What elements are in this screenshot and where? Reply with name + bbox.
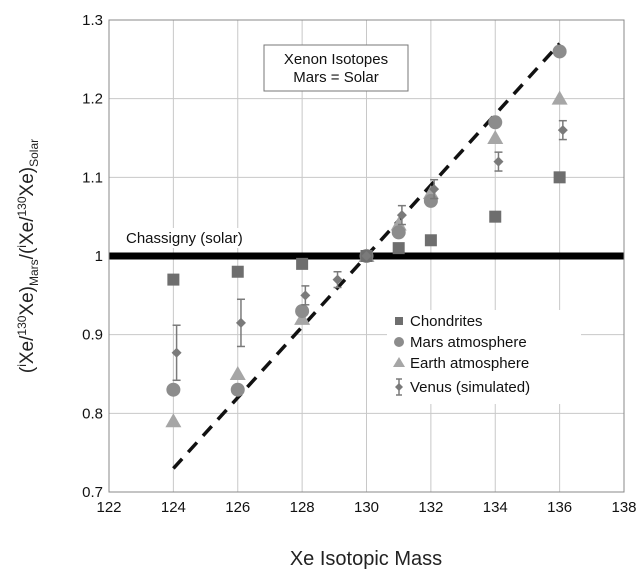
tick-labels: 122 124 126 128 130 132 134 136 138 0.7 0.8 0.9 1 1.1… xyxy=(82,12,636,516)
chondrites-point xyxy=(553,171,566,184)
venus-simulated-point xyxy=(361,251,372,261)
x-tick-label: 122 xyxy=(96,499,121,516)
legend-label-earth: Earth atmosphere xyxy=(410,355,529,372)
mars-atmosphere-point xyxy=(488,115,503,130)
reference-label-text: Chassigny (solar) xyxy=(126,230,243,247)
legend-label-chondrites: Chondrites xyxy=(410,313,483,330)
legend-marker-mars xyxy=(394,337,404,347)
legend-marker-earth xyxy=(393,357,405,367)
venus-simulated-point xyxy=(171,347,182,358)
earth-atmosphere-point xyxy=(487,130,504,144)
x-tick-label: 128 xyxy=(290,499,315,516)
mars-atmosphere-point xyxy=(230,382,245,397)
y-tick-label: 0.9 xyxy=(82,327,103,344)
venus-simulated-point xyxy=(557,125,568,136)
earth-atmosphere-point xyxy=(229,366,246,380)
annotation-line2: Mars = Solar xyxy=(293,69,378,86)
legend-label-venus: Venus (simulated) xyxy=(410,379,530,396)
data-marks xyxy=(165,44,568,428)
chondrites-point xyxy=(489,210,502,223)
venus-simulated-point xyxy=(493,156,504,167)
chondrites-point xyxy=(231,265,244,278)
venus-simulated-point xyxy=(429,184,440,195)
legend: Chondrites Mars atmosphere Earth atmosph… xyxy=(387,310,581,404)
y-tick-label: 1 xyxy=(95,248,103,265)
mars-atmosphere-point xyxy=(423,193,438,208)
x-tick-label: 134 xyxy=(483,499,508,516)
y-tick-label: 1.3 xyxy=(82,12,103,29)
mars-atmosphere-point xyxy=(391,225,406,240)
y-tick-label: 0.8 xyxy=(82,405,103,422)
legend-marker-venus xyxy=(395,383,403,391)
annotation-box-frame xyxy=(263,44,409,92)
chondrites-point xyxy=(392,242,405,255)
x-axis-label: Xe Isotopic Mass xyxy=(290,548,442,570)
reference-label-bg xyxy=(121,228,269,248)
x-tick-label: 138 xyxy=(611,499,636,516)
reference-label: Chassigny (solar) xyxy=(121,228,269,248)
chondrites-point xyxy=(296,257,309,270)
x-tick-label: 136 xyxy=(547,499,572,516)
y-tick-label: 1.1 xyxy=(82,169,103,186)
venus-simulated-point xyxy=(235,317,246,328)
x-tick-label: 132 xyxy=(418,499,443,516)
chondrites-point xyxy=(167,273,180,286)
earth-atmosphere-point xyxy=(165,413,182,428)
annotation-box: Xenon Isotopes Mars = Solar xyxy=(263,44,409,92)
y-tick-label: 0.7 xyxy=(82,484,103,501)
chondrites-point xyxy=(424,234,437,247)
y-tick-label: 1.2 xyxy=(82,91,103,108)
venus-simulated-point xyxy=(396,210,407,221)
legend-frame xyxy=(387,310,581,404)
x-tick-label: 126 xyxy=(225,499,250,516)
mars-atmosphere-point xyxy=(552,44,567,59)
mars-atmosphere-point xyxy=(166,382,181,397)
venus-simulated-point xyxy=(332,274,343,285)
venus-simulated-point xyxy=(300,290,311,301)
legend-marker-chondrites xyxy=(395,317,403,325)
annotation-line1: Xenon Isotopes xyxy=(284,51,388,68)
mars-atmosphere-point xyxy=(295,304,310,319)
earth-atmosphere-point xyxy=(551,90,568,105)
x-tick-label: 124 xyxy=(161,499,186,516)
plot-frame xyxy=(108,19,625,493)
legend-label-mars: Mars atmosphere xyxy=(410,334,527,351)
y-axis-label: (iXe/130Xe)Mars/(iXe/130Xe)Solar xyxy=(15,139,41,373)
x-tick-label: 130 xyxy=(354,499,379,516)
